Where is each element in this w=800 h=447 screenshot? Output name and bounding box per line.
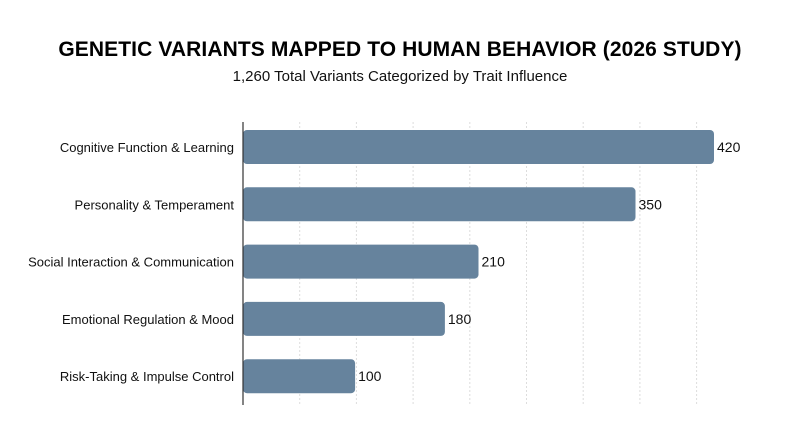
category-label: Risk-Taking & Impulse Control (60, 369, 234, 384)
value-label: 420 (717, 139, 741, 155)
category-label: Cognitive Function & Learning (60, 140, 234, 155)
bars (243, 130, 714, 394)
value-label: 100 (358, 368, 382, 384)
labels: Cognitive Function & Learning 420 Personal… (28, 139, 741, 384)
value-label: 210 (482, 254, 506, 270)
category-label: Personality & Temperament (75, 197, 235, 212)
bar (243, 301, 445, 336)
value-label: 350 (639, 196, 663, 212)
category-label: Emotional Regulation & Mood (62, 312, 234, 327)
bar (243, 244, 479, 279)
chart-title: GENETIC VARIANTS MAPPED TO HUMAN BEHAVIO… (58, 38, 742, 61)
bar (243, 130, 714, 164)
value-label: 180 (448, 311, 472, 327)
chart-subtitle: 1,260 Total Variants Categorized by Trai… (232, 68, 568, 85)
category-label: Social Interaction & Communication (28, 255, 234, 270)
bar (243, 187, 636, 222)
bar (243, 359, 356, 394)
